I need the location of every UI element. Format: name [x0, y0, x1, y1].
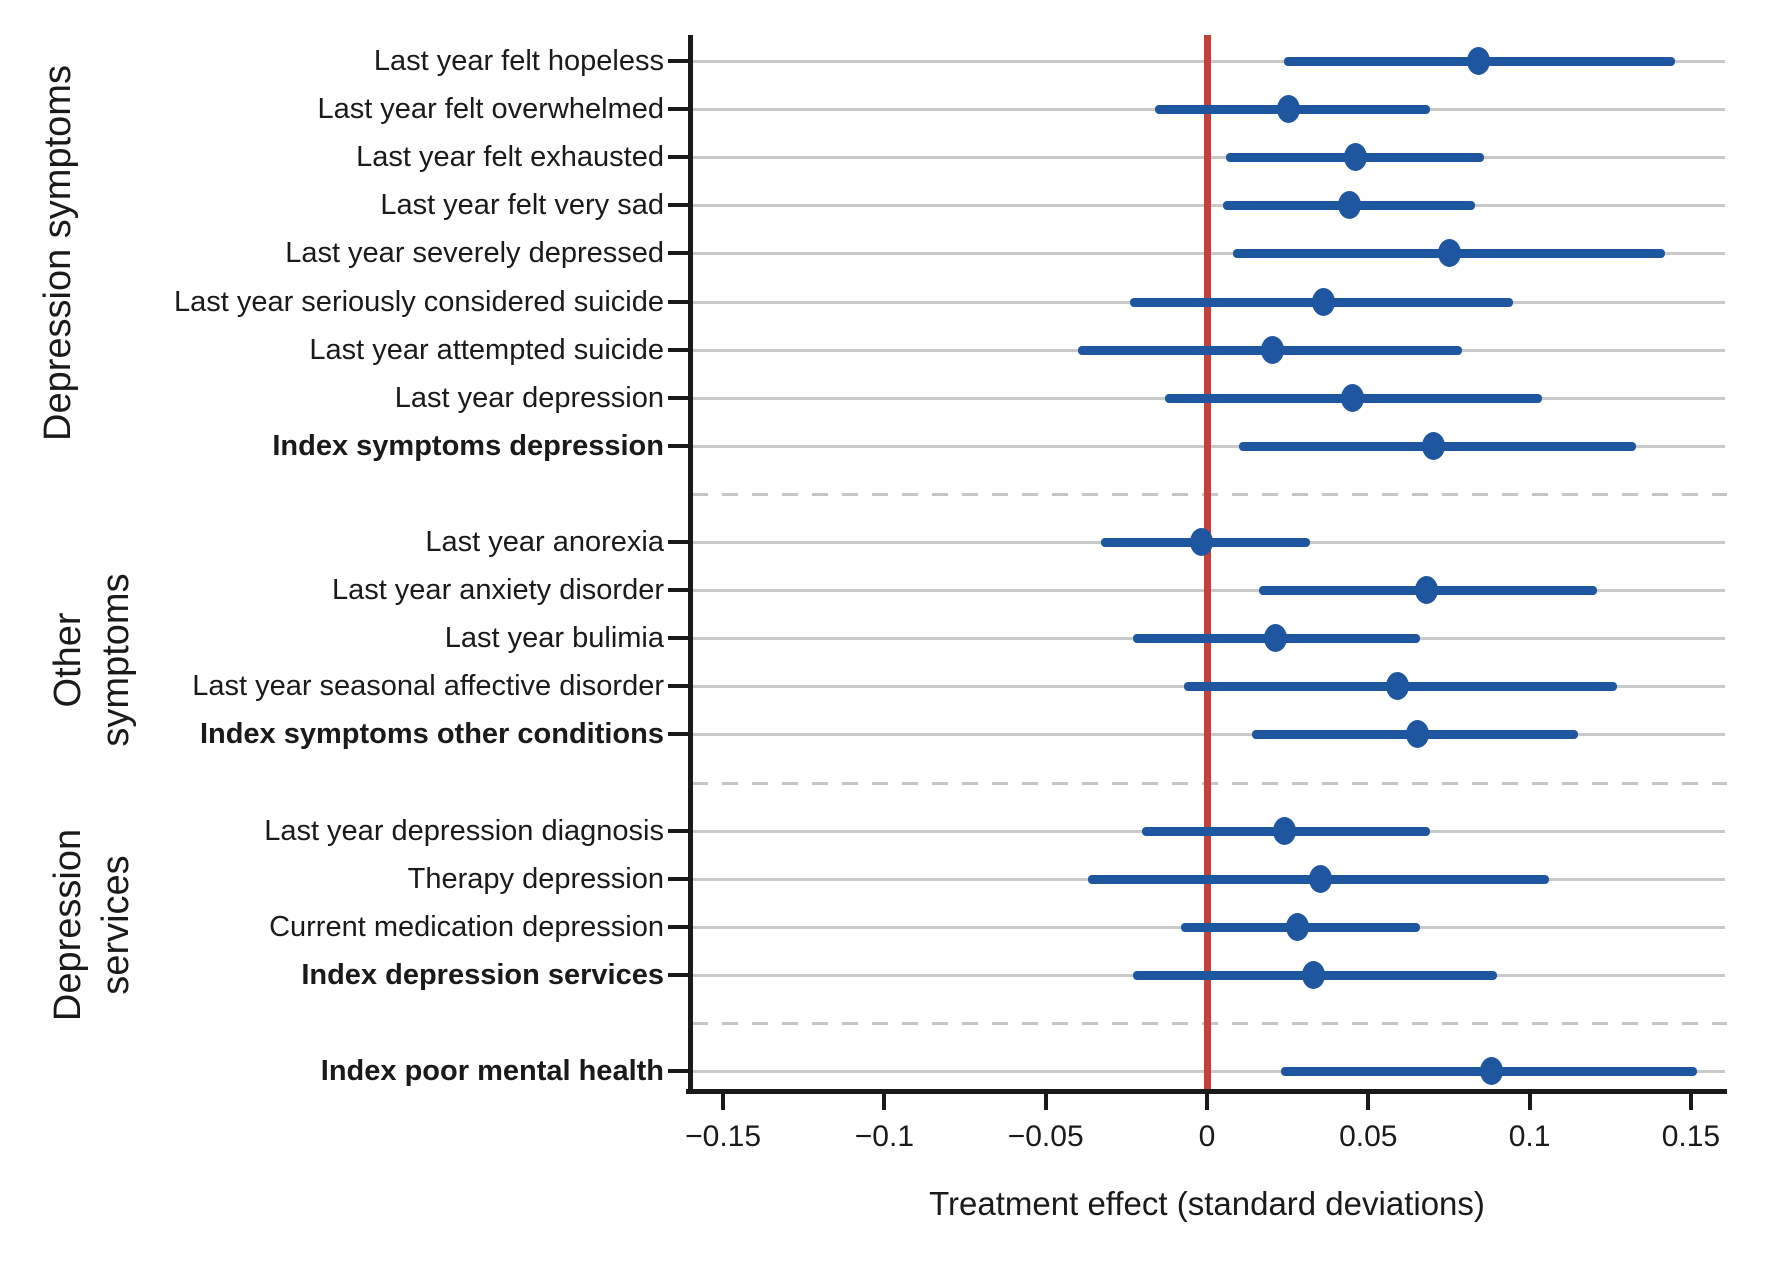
- row-label: Last year attempted suicide: [309, 333, 664, 366]
- y-tick: [668, 1069, 689, 1074]
- y-tick: [668, 972, 689, 977]
- point-estimate-marker: [1308, 864, 1332, 893]
- y-tick: [668, 203, 689, 208]
- row-label: Last year felt hopeless: [373, 45, 664, 77]
- x-tick: [1205, 1094, 1209, 1110]
- y-tick: [668, 540, 689, 544]
- x-tick-label: 0.05: [1339, 1120, 1398, 1153]
- x-tick: [1527, 1094, 1532, 1110]
- x-tick: [1688, 1094, 1693, 1110]
- y-tick: [668, 347, 689, 352]
- y-tick: [668, 588, 689, 593]
- group-axis-label: Depression symptoms: [37, 65, 79, 442]
- row-label: Last year felt exhausted: [356, 141, 664, 174]
- row-label: Last year felt overwhelmed: [317, 93, 664, 126]
- x-tick-label: −0.15: [685, 1120, 762, 1153]
- row-label: Last year felt very sad: [380, 189, 664, 222]
- point-estimate-marker: [1421, 431, 1445, 460]
- point-estimate-marker: [1341, 383, 1365, 412]
- point-estimate-marker: [1386, 672, 1410, 701]
- y-tick: [668, 876, 689, 881]
- point-estimate-marker: [1344, 143, 1368, 172]
- group-axis-label: Other symptoms: [47, 573, 137, 747]
- zero-reference-line: [1204, 35, 1211, 1091]
- x-tick-label: −0.1: [854, 1120, 915, 1153]
- row-label: Index symptoms other conditions: [199, 718, 664, 751]
- point-estimate-marker: [1437, 239, 1461, 268]
- row-label: Last year seriously considered suicide: [173, 285, 664, 318]
- row-label: Index depression services: [301, 958, 664, 991]
- point-estimate-marker: [1466, 47, 1490, 75]
- row-label: Current medication depression: [269, 910, 664, 943]
- row-label: Index poor mental health: [320, 1055, 664, 1088]
- x-tick-label: 0.15: [1661, 1120, 1721, 1153]
- y-axis-line: [688, 35, 693, 1093]
- row-label: Index symptoms depression: [272, 429, 664, 462]
- point-estimate-marker: [1276, 95, 1300, 124]
- point-estimate-marker: [1337, 191, 1361, 220]
- row-label: Last year anxiety disorder: [331, 574, 664, 607]
- x-axis-line: [686, 1089, 1727, 1094]
- x-tick: [1043, 1094, 1048, 1110]
- point-estimate-marker: [1260, 335, 1284, 364]
- y-tick: [668, 828, 689, 833]
- point-estimate-marker: [1479, 1057, 1503, 1086]
- y-tick: [668, 636, 689, 641]
- y-tick: [668, 155, 689, 160]
- y-tick: [668, 732, 689, 737]
- y-tick: [668, 443, 689, 448]
- x-tick-label: 0.1: [1508, 1120, 1551, 1153]
- group-axis-label: Depression services: [47, 828, 137, 1021]
- y-tick: [668, 107, 689, 112]
- point-estimate-marker: [1405, 720, 1429, 749]
- x-tick-label: 0: [1198, 1120, 1216, 1153]
- x-tick-label: −0.05: [1007, 1120, 1084, 1153]
- x-tick: [1366, 1094, 1371, 1110]
- y-tick: [668, 251, 689, 256]
- row-label: Last year anorexia: [425, 526, 664, 558]
- point-estimate-marker: [1312, 287, 1336, 316]
- row-label: Last year severely depressed: [285, 237, 664, 270]
- y-tick: [668, 924, 689, 929]
- x-axis-title: Treatment effect (standard deviations): [929, 1185, 1485, 1222]
- y-tick: [668, 395, 689, 400]
- point-estimate-marker: [1415, 576, 1439, 605]
- row-label: Last year bulimia: [444, 622, 664, 655]
- point-estimate-marker: [1263, 624, 1287, 653]
- x-tick: [721, 1094, 726, 1110]
- point-estimate-marker: [1302, 960, 1326, 989]
- y-tick: [668, 684, 689, 689]
- row-label: Last year depression diagnosis: [264, 814, 664, 847]
- row-label: Last year seasonal affective disorder: [192, 670, 664, 703]
- x-tick: [882, 1094, 887, 1110]
- row-label: Therapy depression: [407, 862, 664, 895]
- y-tick: [668, 59, 689, 63]
- y-tick: [668, 299, 689, 304]
- point-estimate-marker: [1189, 528, 1213, 556]
- point-estimate-marker: [1273, 816, 1297, 845]
- row-label: Last year depression: [394, 381, 664, 414]
- point-estimate-marker: [1286, 912, 1310, 941]
